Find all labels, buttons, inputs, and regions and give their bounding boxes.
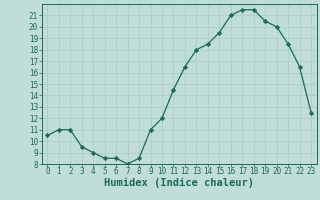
X-axis label: Humidex (Indice chaleur): Humidex (Indice chaleur) [104,178,254,188]
